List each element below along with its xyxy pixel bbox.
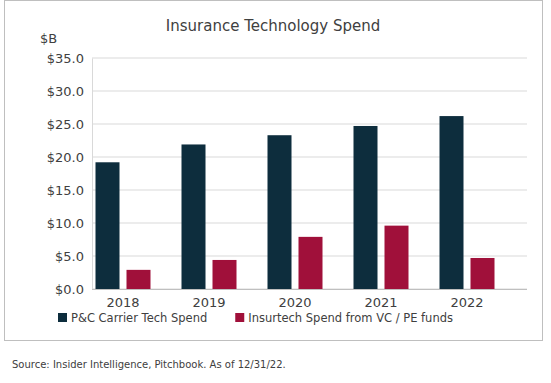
chart: Insurance Technology Spend $B $0.0 $5.0 $10.… <box>0 0 551 383</box>
legend-item: P&C Carrier Tech Spend <box>58 311 207 325</box>
y-tick: $15.0 <box>47 183 92 198</box>
bar <box>213 260 237 289</box>
y-tick-label: $30.0 <box>47 84 84 99</box>
x-axis-line <box>92 289 527 290</box>
bar <box>440 116 464 289</box>
legend: P&C Carrier Tech Spend Insurtech Spend fr… <box>58 311 453 325</box>
bar <box>182 144 206 289</box>
x-tick-label: 2018 <box>106 295 139 310</box>
y-tick: $35.0 <box>47 51 92 66</box>
bar <box>471 258 495 289</box>
grid-line <box>92 58 527 59</box>
y-tick-label: $15.0 <box>47 183 84 198</box>
x-tick: 2020 <box>278 295 311 310</box>
x-axis: 2018 2019 2020 2021 2022 <box>92 290 527 311</box>
x-tick-label: 2019 <box>192 295 225 310</box>
bar <box>354 126 378 289</box>
y-tick-label: $10.0 <box>47 216 84 231</box>
y-tick: $0.0 <box>55 282 92 297</box>
y-tick: $10.0 <box>47 216 92 231</box>
legend-swatch <box>58 313 67 322</box>
y-tick: $20.0 <box>47 150 92 165</box>
x-tick-label: 2022 <box>450 295 483 310</box>
bar-series <box>127 226 495 289</box>
bar <box>96 162 120 289</box>
bar <box>268 135 292 289</box>
grid-line <box>92 91 527 92</box>
x-tick-label: 2021 <box>364 295 397 310</box>
source-note: Source: Insider Intelligence, Pitchbook.… <box>12 359 286 370</box>
y-axis-title: $B <box>40 31 57 46</box>
y-axis: $0.0 $5.0 $10.0 $15.0 $20.0 $25.0 $30.0 $35.0 <box>47 51 93 297</box>
y-tick-label: $5.0 <box>55 249 84 264</box>
legend-swatch <box>235 313 244 322</box>
x-tick: 2021 <box>364 295 397 310</box>
x-tick-label: 2020 <box>278 295 311 310</box>
x-tick: 2019 <box>192 295 225 310</box>
bar-series <box>96 116 464 289</box>
y-tick: $25.0 <box>47 117 92 132</box>
chart-frame <box>5 1 543 341</box>
bars <box>96 116 495 289</box>
legend-label: P&C Carrier Tech Spend <box>71 311 207 325</box>
x-tick: 2018 <box>106 295 139 310</box>
y-tick: $30.0 <box>47 84 92 99</box>
chart-title: Insurance Technology Spend <box>166 17 380 35</box>
legend-label: Insurtech Spend from VC / PE funds <box>248 311 453 325</box>
y-tick-label: $35.0 <box>47 51 84 66</box>
y-tick-label: $25.0 <box>47 117 84 132</box>
y-tick: $5.0 <box>55 249 92 264</box>
x-tick: 2022 <box>450 295 483 310</box>
bar <box>127 270 151 289</box>
grid <box>92 58 527 289</box>
bar <box>385 226 409 289</box>
y-axis-line <box>92 59 93 290</box>
y-tick-label: $20.0 <box>47 150 84 165</box>
legend-item: Insurtech Spend from VC / PE funds <box>235 311 453 325</box>
y-tick-label: $0.0 <box>55 282 84 297</box>
bar <box>299 237 323 289</box>
